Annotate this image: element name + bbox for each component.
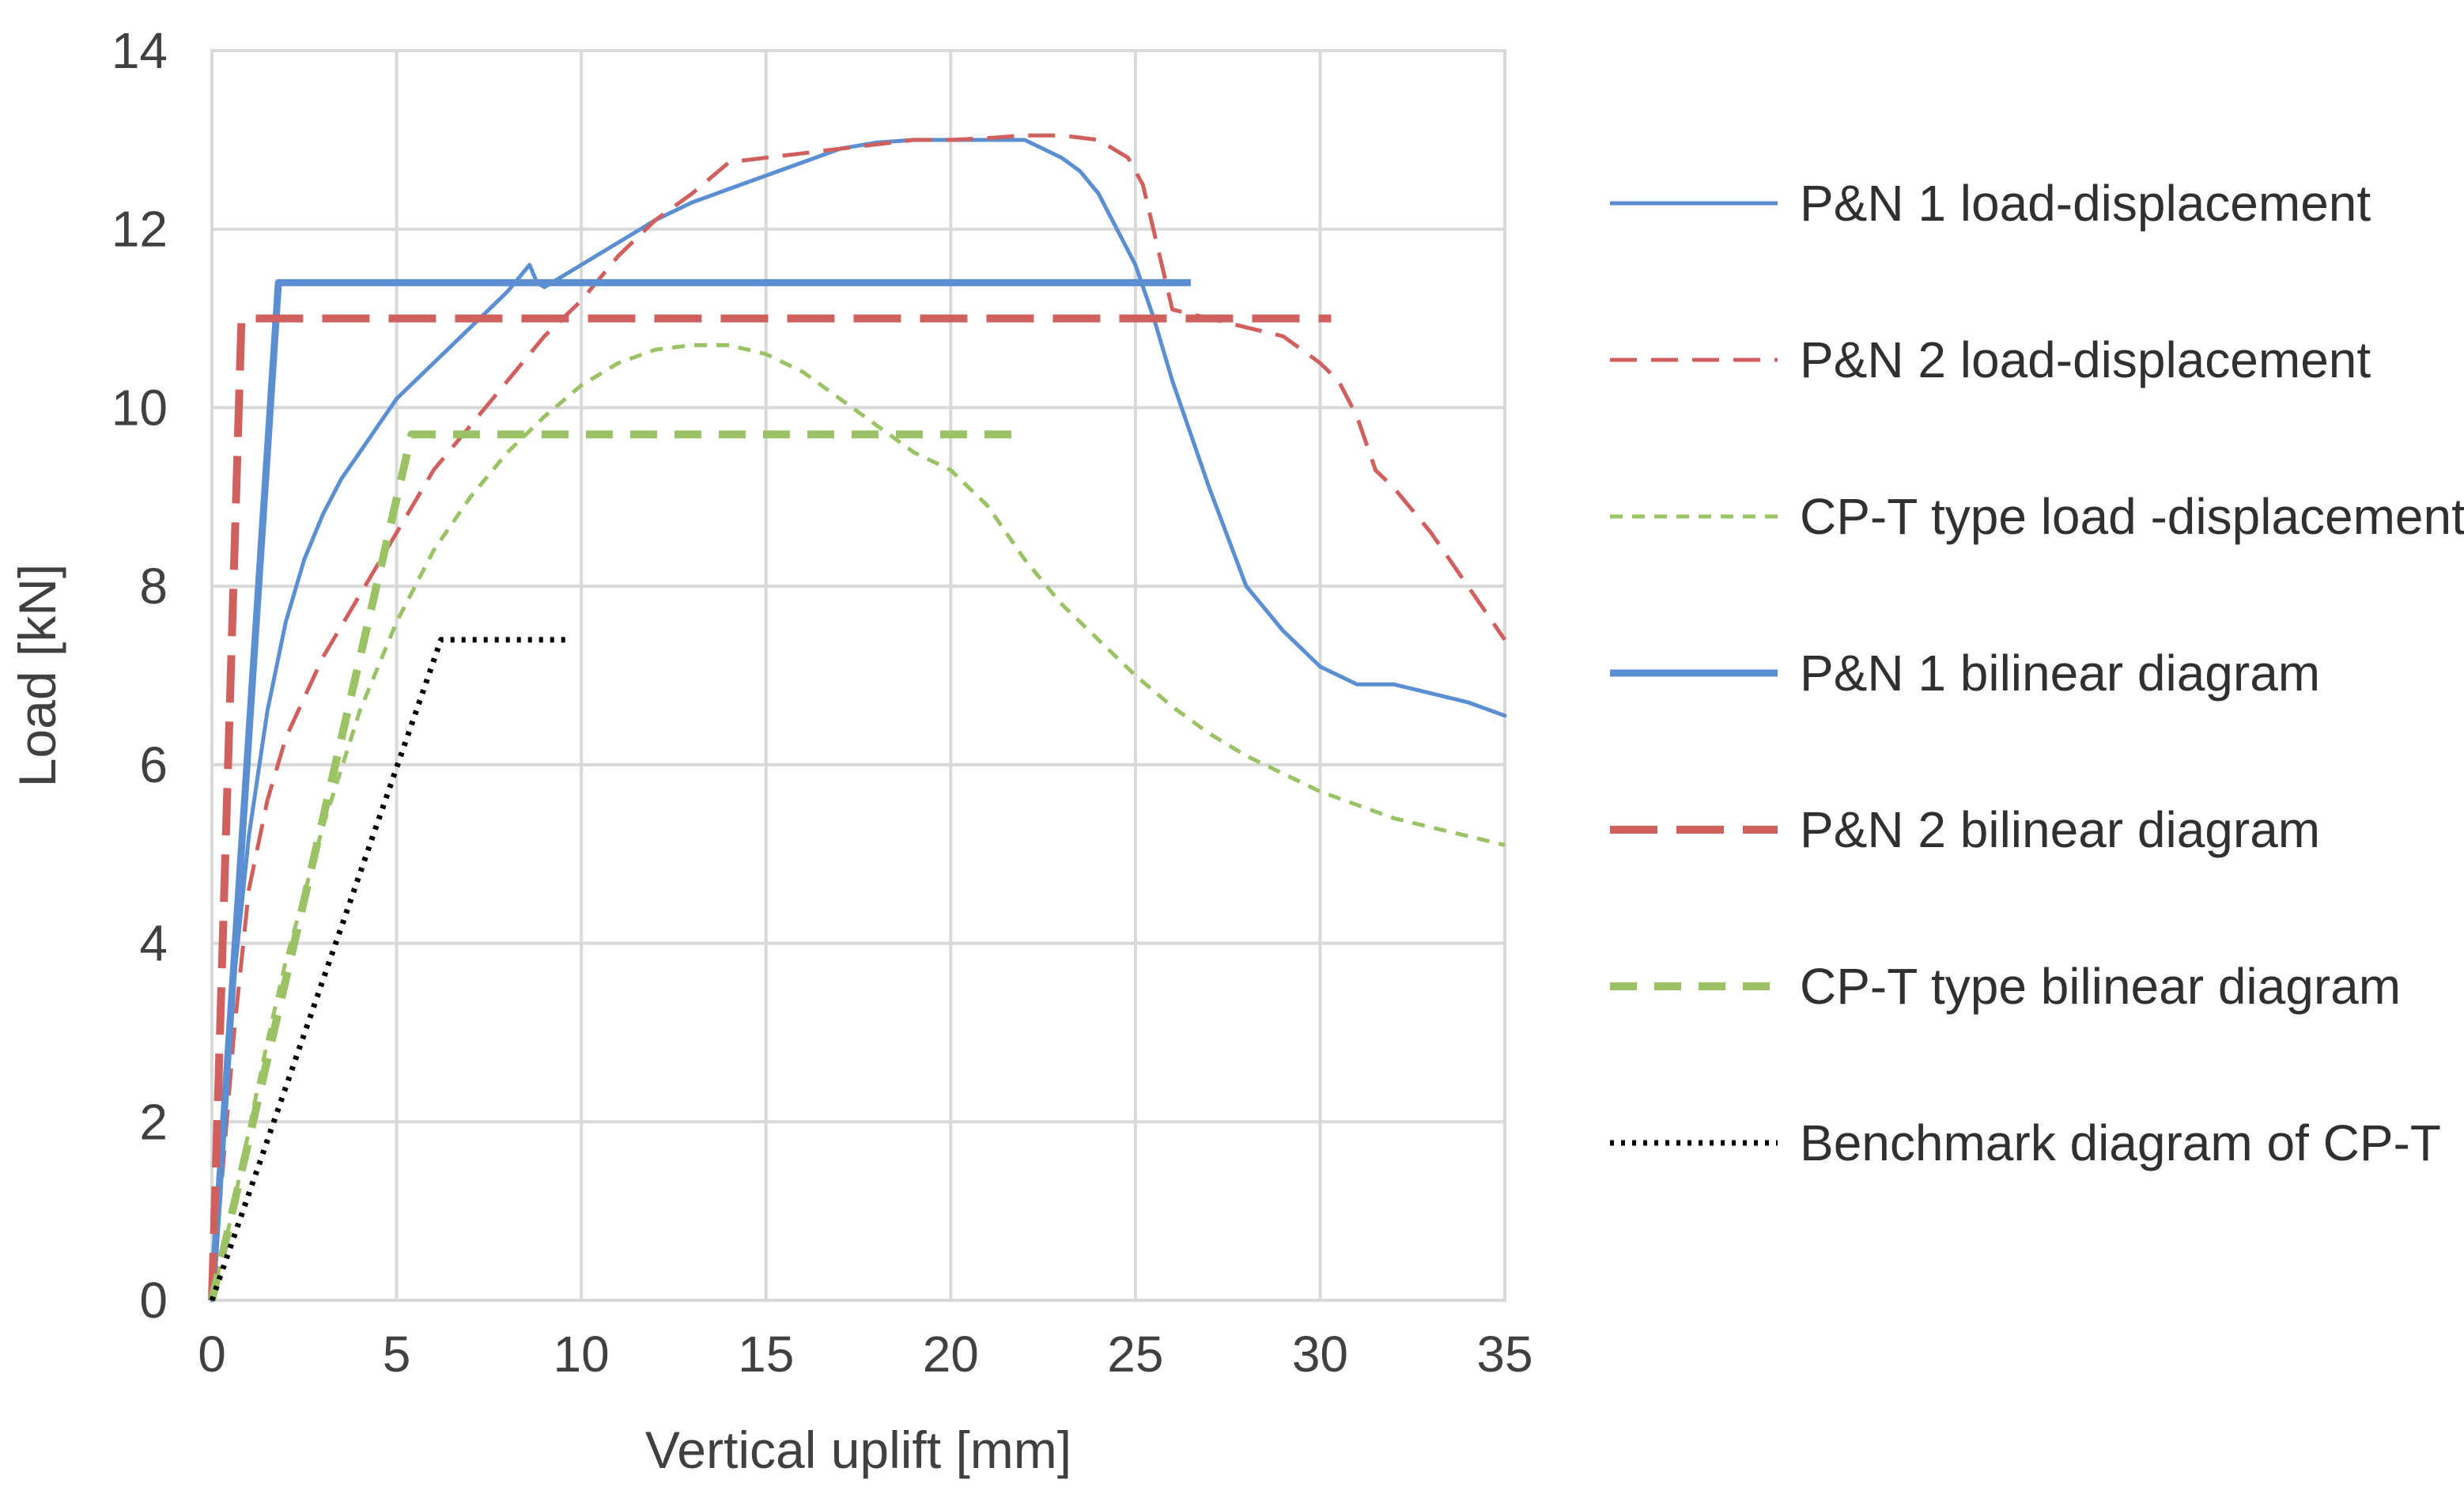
series-line-3 <box>208 278 1191 1301</box>
x-tick-label-7: 35 <box>1476 1326 1532 1383</box>
series-line-0 <box>210 138 1507 1303</box>
y-tick-label-3: 6 <box>139 736 168 793</box>
legend-label-6: Benchmark diagram of CP-T <box>1800 1114 2441 1171</box>
legend-label-0: P&N 1 load-displacement <box>1800 175 2371 232</box>
legend: P&N 1 load-displacement P&N 2 load-displa… <box>1610 175 2464 1171</box>
y-tick-label-2: 4 <box>139 915 168 972</box>
plot-area-border <box>210 49 1506 1302</box>
y-axis-title: Load [kN] <box>8 564 66 788</box>
y-tick-label-4: 8 <box>139 558 168 615</box>
legend-label-4: P&N 2 bilinear diagram <box>1800 801 2320 858</box>
x-tick-label-2: 10 <box>554 1326 610 1383</box>
x-tick-label-1: 5 <box>383 1326 411 1383</box>
x-tick-label-3: 15 <box>738 1326 794 1383</box>
y-tick-label-6: 12 <box>111 201 168 258</box>
legend-label-5: CP-T type bilinear diagram <box>1800 958 2401 1015</box>
axis-layer: 0 5 10 15 20 25 30 35 0 2 4 6 8 10 12 14 <box>111 22 1533 1383</box>
y-tick-label-7: 14 <box>111 22 168 79</box>
legend-label-3: P&N 1 bilinear diagram <box>1800 645 2320 702</box>
x-tick-label-6: 30 <box>1292 1326 1348 1383</box>
y-tick-label-0: 0 <box>139 1272 168 1329</box>
x-tick-label-0: 0 <box>198 1326 226 1383</box>
legend-label-1: P&N 2 load-displacement <box>1800 331 2371 388</box>
x-axis-title: Vertical uplift [mm] <box>645 1421 1071 1479</box>
y-tick-label-5: 10 <box>111 379 168 436</box>
y-tick-label-1: 2 <box>139 1093 168 1150</box>
legend-label-2: CP-T type load -displacement <box>1800 488 2464 545</box>
series-line-1 <box>210 133 1507 1301</box>
x-tick-label-5: 25 <box>1107 1326 1163 1383</box>
series-layer <box>208 133 1507 1303</box>
series-line-6 <box>209 637 571 1302</box>
x-tick-label-4: 20 <box>923 1326 979 1383</box>
series-line-5 <box>208 430 1025 1302</box>
series-line-2 <box>210 342 1506 1301</box>
